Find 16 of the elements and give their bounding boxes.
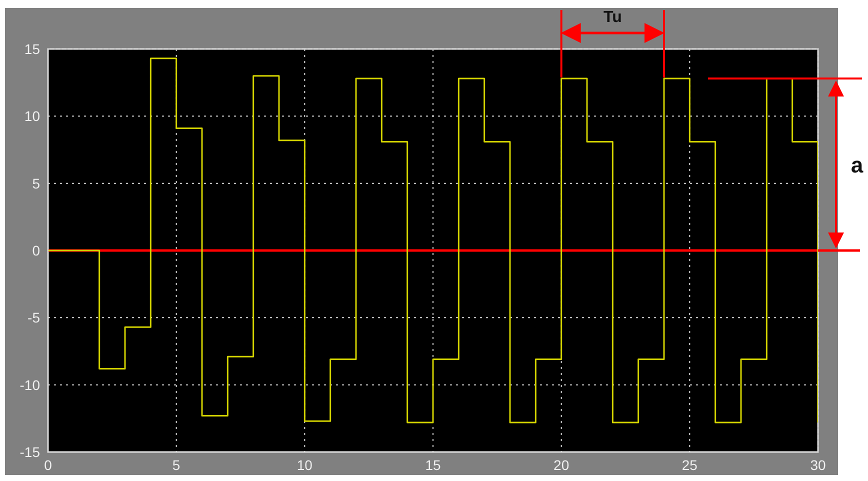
text: Tu — [603, 9, 622, 26]
text: a — [850, 152, 864, 178]
y-tick-label: 10 — [24, 108, 40, 124]
x-tick-label: 10 — [296, 456, 313, 473]
x-tick-label: 20 — [554, 456, 570, 473]
y-tick-label: 15 — [24, 40, 40, 57]
y-tick-label: 5 — [32, 175, 40, 192]
x-tick-label: 15 — [425, 456, 441, 473]
y-tick-label: -15 — [20, 444, 40, 460]
x-tick-label: 5 — [172, 456, 180, 473]
y-tick-label: 0 — [32, 242, 40, 258]
y-tick-label: -5 — [28, 310, 40, 326]
x-tick-label: 30 — [810, 456, 826, 473]
x-tick-label: 25 — [682, 456, 698, 473]
x-tick-label: 0 — [44, 456, 52, 473]
y-tick-label: -10 — [20, 376, 40, 393]
